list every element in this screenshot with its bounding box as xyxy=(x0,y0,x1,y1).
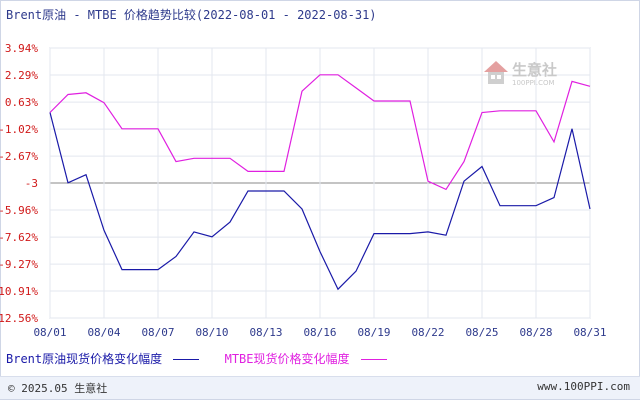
x-tick-label: 08/16 xyxy=(303,326,336,339)
x-tick-label: 08/13 xyxy=(249,326,282,339)
legend-swatch-mtbe xyxy=(360,359,387,360)
x-tick-label: 08/04 xyxy=(87,326,120,339)
watermark-logo: 生意社 100PPI.COM xyxy=(484,61,557,87)
x-tick-label: 08/07 xyxy=(141,326,174,339)
footer-copyright: © 2025.05 生意社 xyxy=(8,382,108,395)
y-tick-label: -5.96% xyxy=(0,204,38,217)
legend-label-mtbe: MTBE现货价格变化幅度 xyxy=(224,352,350,366)
grid xyxy=(49,47,591,319)
y-tick-label: -1.02% xyxy=(0,123,38,136)
x-tick-label: 08/19 xyxy=(357,326,390,339)
y-tick-label: -3 xyxy=(25,177,38,190)
y-tick-label: -7.62% xyxy=(0,231,38,244)
x-tick-label: 08/28 xyxy=(519,326,552,339)
footer-bar: © 2025.05 生意社 www.100PPI.com xyxy=(0,376,640,399)
y-tick-label: -9.27% xyxy=(0,258,38,271)
series-lines xyxy=(49,74,591,291)
x-tick-label: 08/22 xyxy=(411,326,444,339)
watermark-sub: 100PPI.COM xyxy=(512,79,555,87)
legend: Brent原油现货价格变化幅度 MTBE现货价格变化幅度 xyxy=(6,350,405,367)
legend-swatch-brent xyxy=(173,359,200,360)
y-tick-label: 3.94% xyxy=(5,42,38,55)
x-axis-ticks: 08/01 08/04 08/07 08/10 08/13 08/16 08/19 08/22… xyxy=(33,326,606,339)
legend-item-mtbe: MTBE现货价格变化幅度 xyxy=(225,350,387,367)
y-tick-label: -12.56% xyxy=(0,312,38,325)
y-axis-ticks: 3.94% 2.29% 0.63% -1.02% -2.67% -3 -5.96% -7.62… xyxy=(0,42,38,325)
watermark-text: 生意社 xyxy=(512,61,557,79)
x-tick-label: 08/10 xyxy=(195,326,228,339)
brent-series-line xyxy=(49,112,591,291)
x-tick-label: 08/31 xyxy=(573,326,606,339)
y-tick-label: -2.67% xyxy=(0,150,38,163)
y-tick-label: -10.91% xyxy=(0,285,38,298)
x-tick-label: 08/01 xyxy=(33,326,66,339)
chart-title: Brent原油 - MTBE 价格趋势比较(2022-08-01 - 2022-… xyxy=(6,8,377,22)
house-icon xyxy=(484,61,508,84)
legend-label-brent: Brent原油现货价格变化幅度 xyxy=(6,352,163,366)
y-tick-label: 0.63% xyxy=(5,96,38,109)
mtbe-series-line xyxy=(49,74,591,191)
y-tick-label: 2.29% xyxy=(5,69,38,82)
legend-item-brent: Brent原油现货价格变化幅度 xyxy=(6,350,200,367)
x-tick-label: 08/25 xyxy=(465,326,498,339)
footer-url[interactable]: www.100PPI.com xyxy=(537,380,630,393)
